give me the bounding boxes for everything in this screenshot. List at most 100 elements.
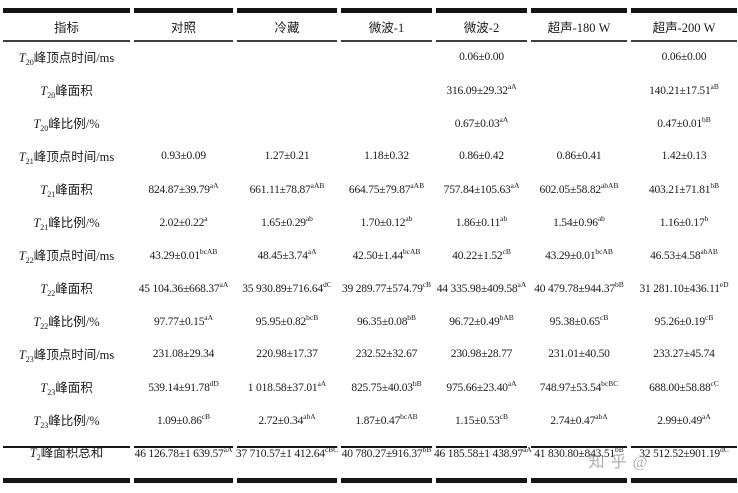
- significance-superscript: cB: [502, 247, 511, 256]
- metric-label: T23峰顶点时间/ms: [1, 337, 132, 370]
- value-cell: 1.86±0.11ab: [434, 205, 529, 238]
- measurement-value: 824.87±39.79: [148, 184, 210, 196]
- metric-symbol: T: [33, 413, 41, 428]
- value-cell: 2.99±0.49aA: [629, 403, 738, 436]
- measurement-value: 41 830.80±843.51: [534, 447, 615, 460]
- column-header-5: 超声-180 W: [547, 21, 611, 35]
- table-row: T20峰面积 316.09±29.32aA 140.21±17.51aB: [1, 73, 738, 106]
- value-cell: [339, 106, 434, 139]
- significance-superscript: aA: [517, 280, 527, 289]
- measurement-value: 975.66±23.40: [446, 382, 508, 394]
- metric-symbol: T: [40, 182, 48, 197]
- measurement-value: 95.26±0.19: [654, 316, 706, 328]
- metric-name: 峰比例/%: [48, 215, 100, 230]
- measurement-value: 37 710.57±1 412.64: [235, 447, 325, 460]
- value-cell: 97.77±0.15aA: [132, 304, 235, 337]
- value-cell: [132, 40, 235, 73]
- measurement-value: 43.29±0.01: [545, 250, 596, 262]
- value-cell: 140.21±17.51aB: [629, 73, 738, 106]
- measurement-value: 1.65±0.29: [261, 217, 306, 229]
- metric-symbol: T: [33, 116, 41, 131]
- value-cell: 37 710.57±1 412.64cBC: [235, 436, 339, 468]
- significance-superscript: abA: [595, 412, 608, 421]
- significance-superscript: ab: [597, 214, 605, 223]
- significance-superscript: aAB: [310, 181, 325, 190]
- significance-superscript: ab: [405, 214, 413, 223]
- significance-superscript: eD: [719, 280, 729, 289]
- value-cell: 975.66±23.40aA: [434, 370, 529, 403]
- measurement-value: 1.70±0.12: [360, 217, 406, 229]
- measurement-value: 1.27±0.21: [264, 149, 310, 162]
- column-header-1: 对照: [170, 21, 196, 35]
- value-cell: 45 104.36±668.37aA: [132, 271, 235, 304]
- rule-segment: [3, 478, 130, 483]
- value-cell: [235, 106, 339, 139]
- significance-superscript: cB: [599, 313, 609, 322]
- measurement-value: 688.00±58.88: [649, 382, 711, 394]
- measurement-value: 233.27±45.74: [653, 347, 715, 360]
- metric-name: 峰比例/%: [48, 116, 100, 131]
- measurement-value: 539.14±91.78: [148, 382, 210, 394]
- rule-segment: [3, 8, 130, 13]
- table-row: T20峰比例/% 0.67±0.03aA 0.47±0.01bB: [1, 106, 738, 139]
- metric-label: T20峰面积: [1, 73, 132, 106]
- measurement-value: 95.95±0.82: [255, 316, 307, 328]
- metric-label: T22峰面积: [1, 271, 132, 304]
- value-cell: 96.72±0.49bAB: [434, 304, 529, 337]
- measurement-value: 2.02±0.22: [159, 217, 205, 229]
- measurement-value: 1.86±0.11: [455, 217, 501, 229]
- rule-segment: [531, 8, 627, 13]
- rule-segment: [631, 446, 737, 448]
- table-row: T21峰比例/% 2.02±0.22a 1.65±0.29ab 1.70±0.12ab…: [1, 205, 738, 238]
- value-cell: 1.87±0.47bcAB: [339, 403, 434, 436]
- metric-label: T22峰比例/%: [1, 304, 132, 337]
- metric-label: T2峰面积总和: [1, 436, 132, 468]
- column-header-4: 微波-2: [463, 21, 500, 35]
- table-row: T22峰比例/% 97.77±0.15aA 95.95±0.82bcB 96.35±0…: [1, 304, 738, 337]
- significance-superscript: bAB: [499, 313, 514, 322]
- value-cell: 1.09±0.86cB: [132, 403, 235, 436]
- rule-segment: [631, 478, 737, 483]
- rule-segment: [436, 8, 527, 13]
- rule-segment: [237, 8, 337, 13]
- measurement-value: 46.53±4.58: [650, 250, 701, 262]
- metric-subscript: 22: [25, 255, 34, 265]
- significance-superscript: aA: [522, 444, 532, 454]
- metric-subscript: 23: [25, 354, 34, 364]
- metric-subscript: 22: [47, 288, 56, 298]
- rule-segment: [341, 478, 432, 483]
- metric-name: 峰顶点时间/ms: [33, 248, 115, 263]
- measurement-value: 0.86±0.42: [459, 149, 504, 162]
- metric-label: T21峰顶点时间/ms: [1, 139, 132, 172]
- metric-label: T22峰顶点时间/ms: [1, 238, 132, 271]
- significance-superscript: aA: [507, 82, 517, 91]
- metric-name: 峰顶点时间/ms: [33, 149, 115, 164]
- value-cell: 824.87±39.79aA: [132, 172, 235, 205]
- significance-superscript: cC: [710, 379, 719, 388]
- measurement-value: 0.06±0.00: [661, 50, 707, 63]
- rule-segment: [341, 446, 432, 448]
- significance-superscript: aA: [702, 412, 711, 421]
- rule-segment: [436, 478, 527, 483]
- measurement-value: 44 335.98±409.58: [436, 283, 518, 295]
- measurement-value: 220.98±17.37: [256, 347, 318, 360]
- value-cell: 96.35±0.08bB: [339, 304, 434, 337]
- value-cell: 1.27±0.21: [235, 139, 339, 172]
- metric-label: T23峰比例/%: [1, 403, 132, 436]
- table-row: T23峰比例/% 1.09±0.86cB 2.72±0.34abA 1.87±0.47…: [1, 403, 738, 436]
- significance-superscript: bcB: [306, 313, 319, 322]
- metric-subscript: 21: [47, 189, 56, 199]
- rule-segment: [631, 8, 737, 13]
- metric-name: 峰面积: [55, 83, 93, 98]
- value-cell: 0.93±0.09: [132, 139, 235, 172]
- significance-superscript: ab: [305, 214, 313, 223]
- value-cell: 1.54±0.96ab: [529, 205, 629, 238]
- measurement-value: 748.97±53.54: [539, 382, 602, 394]
- significance-superscript: bB: [710, 181, 720, 190]
- metric-name: 峰比例/%: [48, 314, 100, 329]
- value-cell: 44 335.98±409.58aA: [434, 271, 529, 304]
- value-cell: 2.74±0.47abA: [529, 403, 629, 436]
- metric-subscript: 23: [47, 387, 56, 397]
- metric-symbol: T: [33, 314, 41, 329]
